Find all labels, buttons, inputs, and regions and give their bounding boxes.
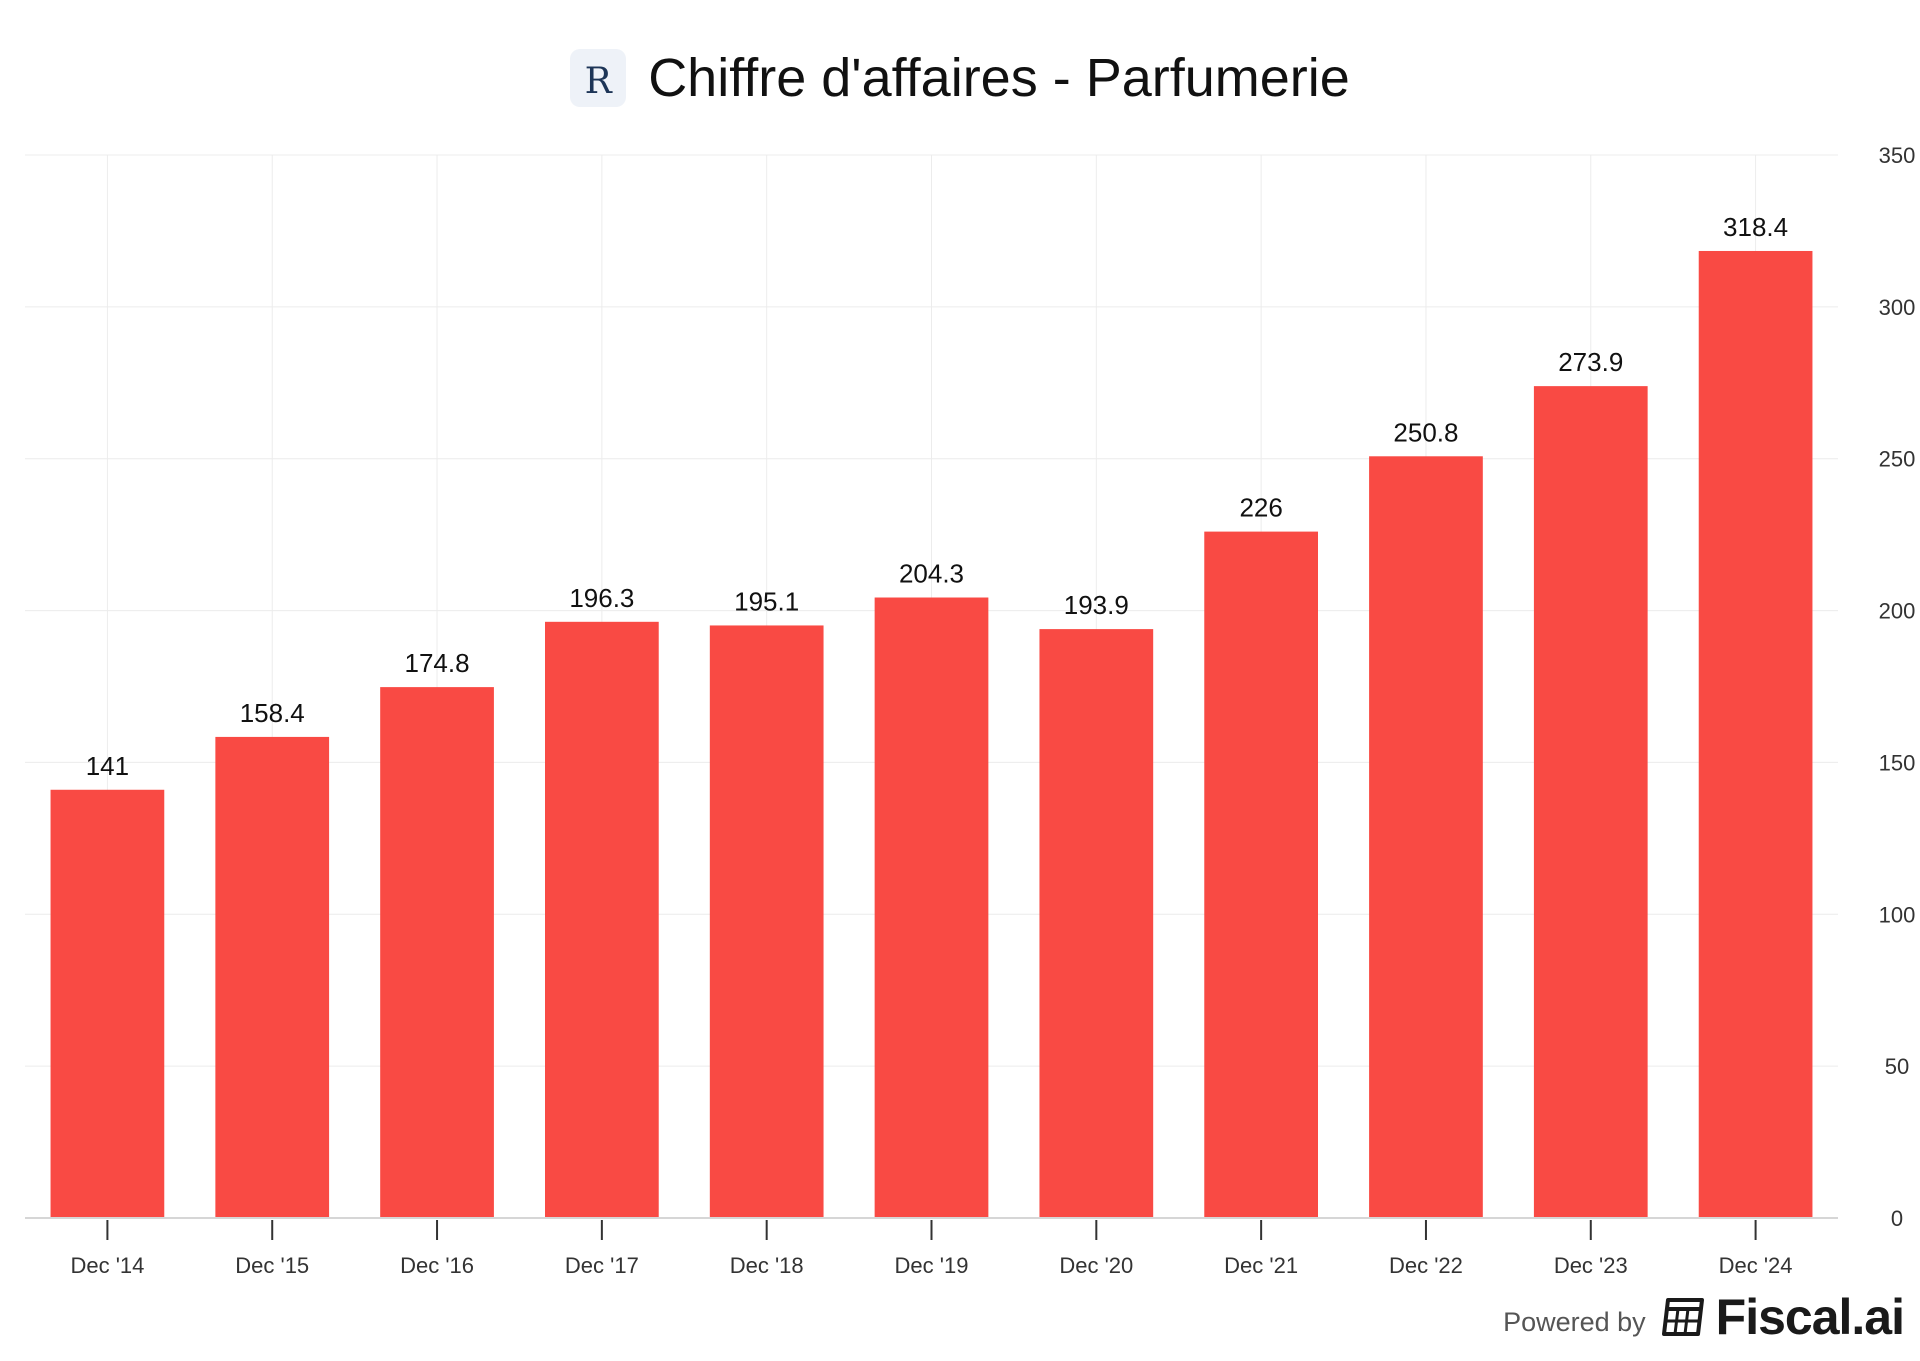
x-tick-label: Dec '16 xyxy=(400,1253,474,1278)
x-tick-label: Dec '14 xyxy=(70,1253,144,1278)
y-tick-label: 0 xyxy=(1891,1206,1903,1231)
bar xyxy=(1369,456,1483,1219)
y-tick-label: 250 xyxy=(1879,447,1916,472)
bar-value-label: 158.4 xyxy=(240,698,305,728)
x-axis: Dec '14 Dec '15 Dec '16 Dec '17 Dec '18 Dec '… xyxy=(25,1217,1838,1278)
company-logo-letter: R xyxy=(584,60,612,102)
x-tick-label: Dec '24 xyxy=(1719,1253,1793,1278)
fiscal-logo-icon xyxy=(1661,1298,1704,1336)
chart-header: R Chiffre d'affaires - Parfumerie xyxy=(0,38,1920,118)
bar xyxy=(1698,250,1813,1219)
bar xyxy=(545,621,659,1218)
y-tick-label: 100 xyxy=(1879,902,1916,927)
bar-value-label: 174.8 xyxy=(405,648,470,678)
x-tick-label: Dec '15 xyxy=(235,1253,309,1278)
y-tick-label: 200 xyxy=(1879,599,1916,624)
bars xyxy=(50,250,1813,1219)
bar-value-label: 193.9 xyxy=(1064,590,1129,620)
bar-value-label: 195.1 xyxy=(734,586,799,616)
data-labels: 141 158.4 174.8 196.3 195.1 204.3 193.9 226 250.… xyxy=(86,212,1788,781)
bar xyxy=(215,736,330,1218)
bar-value-label: 204.3 xyxy=(899,559,964,589)
bar-value-label: 226 xyxy=(1239,493,1282,523)
footer: Powered by Fiscal.ai xyxy=(1503,1287,1905,1347)
company-logo: R xyxy=(570,49,627,107)
bar-value-label: 141 xyxy=(86,751,129,781)
bar xyxy=(709,625,824,1218)
bar-value-label: 273.9 xyxy=(1558,347,1623,377)
fiscal-brand: Fiscal.ai xyxy=(1715,1289,1905,1345)
bar xyxy=(1204,531,1318,1218)
x-tick-label: Dec '18 xyxy=(730,1253,804,1278)
y-tick-label: 50 xyxy=(1885,1054,1909,1079)
bar-value-label: 196.3 xyxy=(569,583,634,613)
y-tick-label: 300 xyxy=(1879,295,1916,320)
bar-value-label: 318.4 xyxy=(1723,212,1788,242)
y-tick-label: 350 xyxy=(1879,143,1916,168)
powered-by-text: Powered by xyxy=(1503,1306,1646,1337)
chart-title: Chiffre d'affaires - Parfumerie xyxy=(648,48,1350,108)
bar xyxy=(874,597,989,1218)
x-tick-label: Dec '17 xyxy=(565,1253,639,1278)
bar xyxy=(50,789,165,1218)
x-tick-label: Dec '21 xyxy=(1224,1253,1298,1278)
x-tick-label: Dec '22 xyxy=(1389,1253,1463,1278)
x-tick-label: Dec '20 xyxy=(1059,1253,1133,1278)
bar xyxy=(1533,386,1648,1218)
y-tick-label: 150 xyxy=(1879,750,1916,775)
bar xyxy=(1039,629,1154,1218)
x-tick-label: Dec '23 xyxy=(1554,1253,1628,1278)
x-tick-label: Dec '19 xyxy=(895,1253,969,1278)
bar-value-label: 250.8 xyxy=(1393,417,1458,447)
bar xyxy=(380,687,494,1218)
y-axis: 0 50 100 150 200 250 300 350 xyxy=(1879,143,1916,1231)
